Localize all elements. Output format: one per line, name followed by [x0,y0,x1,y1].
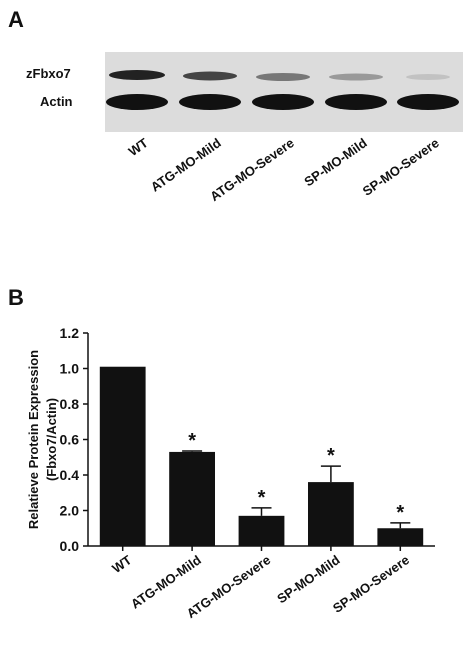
bar [169,451,216,546]
lane-label: SP-MO-Severe [360,135,442,199]
x-tick-label: SP-MO-Mild [274,552,342,606]
x-tick-label: WT [109,552,134,576]
panel-label: A [8,7,24,32]
bar [377,528,424,546]
annotation: * [396,502,404,524]
y-tick-label: 0.8 [60,396,80,412]
y-tick-label: 0.0 [60,538,80,554]
error-bar [251,507,272,516]
blot-image [105,52,463,132]
annotation: * [188,430,196,452]
error-bar [390,522,411,529]
band-label: Actin [40,94,73,109]
bar [99,366,146,546]
annotation: * [327,445,335,467]
y-axis-label: (Fbxo7/Actin) [44,398,59,481]
lane-label: SP-MO-Mild [301,135,369,189]
error-bar [320,465,341,483]
band-label: zFbxo7 [26,66,71,81]
bar [307,482,354,546]
y-tick-label: 0.4 [60,467,80,483]
y-axis-label: Relatieve Protein Expression [26,350,41,529]
y-tick-label: 1.0 [60,361,80,377]
x-tick-label: SP-MO-Severe [330,552,412,616]
panel-label: B [8,285,24,310]
lane-label: WT [126,135,151,159]
y-tick-label: 0.6 [60,432,80,448]
y-tick-label: 2.0 [60,503,80,519]
bar [238,515,285,546]
annotation: * [258,487,266,509]
y-tick-label: 1.2 [60,325,80,341]
error-bar [182,450,203,452]
lane-label: ATG-MO-Mild [148,135,224,194]
